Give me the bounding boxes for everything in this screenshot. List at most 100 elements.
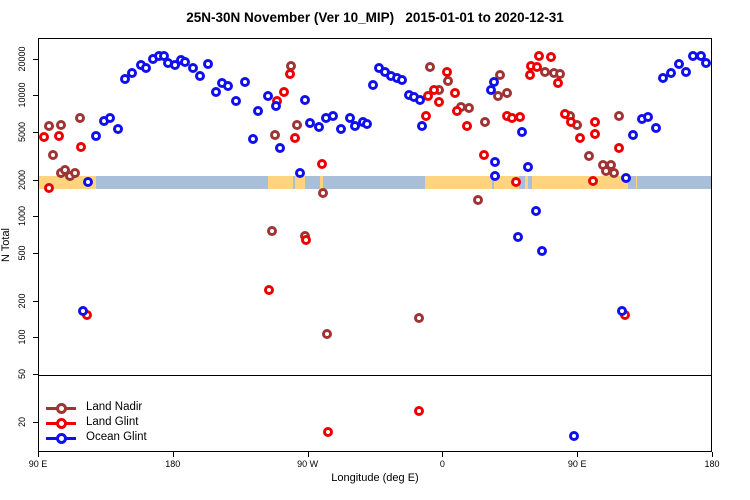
data-point-land-nadir <box>425 61 436 72</box>
data-point-land-glint <box>421 110 432 121</box>
data-point-land-nadir <box>493 90 504 101</box>
data-point-land-glint <box>76 141 87 152</box>
data-point-land-glint <box>462 120 473 131</box>
data-point-ocean-glint <box>513 231 524 242</box>
data-point-land-glint <box>587 176 598 186</box>
data-point-ocean-glint <box>313 122 324 133</box>
data-point-land-glint <box>552 78 563 89</box>
data-point-land-glint <box>525 69 536 80</box>
band-segment-land <box>635 176 637 189</box>
data-point-ocean-glint <box>486 85 497 96</box>
y-tick <box>33 95 38 97</box>
legend-label: Ocean Glint <box>86 431 147 443</box>
chart-title: 25N-30N November (Ver 10_MIP) 2015-01-01… <box>186 10 564 25</box>
data-point-ocean-glint <box>252 105 263 116</box>
x-tick <box>307 452 309 457</box>
data-point-ocean-glint <box>247 133 258 144</box>
data-point-land-glint <box>613 143 624 154</box>
data-point-ocean-glint <box>211 86 222 97</box>
y-tick-label: 20 <box>17 416 27 428</box>
data-point-land-glint <box>429 85 440 96</box>
x-tick <box>712 452 713 457</box>
band-segment-ocean <box>528 176 533 189</box>
data-point-land-glint <box>316 159 327 170</box>
x-tick <box>172 452 174 457</box>
data-point-land-nadir <box>584 150 595 161</box>
data-point-land-glint <box>414 406 425 417</box>
band-segment-ocean <box>305 176 321 189</box>
data-point-land-nadir <box>269 129 280 140</box>
data-point-ocean-glint <box>569 431 580 442</box>
data-point-land-glint <box>263 285 274 296</box>
data-point-ocean-glint <box>665 67 676 78</box>
data-point-land-nadir <box>75 113 86 124</box>
y-tick <box>33 422 38 423</box>
data-point-land-glint <box>54 130 65 141</box>
legend-label: Land Glint <box>86 416 139 428</box>
data-point-ocean-glint <box>489 76 500 87</box>
data-point-ocean-glint <box>490 170 501 181</box>
legend-circle-marker <box>56 403 67 414</box>
data-point-land-glint <box>300 235 311 246</box>
x-tick-label: 0 <box>439 459 445 469</box>
data-point-land-nadir <box>414 312 425 323</box>
y-tick <box>33 180 38 181</box>
data-point-land-nadir <box>480 117 491 128</box>
band-segment-ocean <box>636 176 711 189</box>
data-point-ocean-glint <box>222 81 233 92</box>
data-point-land-nadir <box>473 195 484 206</box>
reference-line-n50 <box>39 374 711 376</box>
data-point-land-glint <box>434 97 445 108</box>
data-point-ocean-glint <box>523 161 534 172</box>
data-point-ocean-glint <box>187 62 198 73</box>
data-point-ocean-glint <box>202 58 213 69</box>
data-point-land-nadir <box>321 329 332 340</box>
data-point-land-glint <box>515 112 526 123</box>
data-point-ocean-glint <box>274 143 285 154</box>
data-point-land-glint <box>423 90 434 101</box>
data-point-land-nadir <box>70 167 81 178</box>
y-tick <box>33 131 38 133</box>
x-tick-label: 180 <box>165 459 181 469</box>
x-tick-label: 90 W <box>297 459 319 469</box>
band-segment-ocean <box>96 176 268 189</box>
data-point-ocean-glint <box>83 176 94 187</box>
data-point-land-nadir <box>495 69 506 80</box>
data-point-ocean-glint <box>695 50 706 61</box>
data-point-ocean-glint <box>335 124 346 135</box>
band-segment-land <box>295 176 306 189</box>
data-point-ocean-glint <box>349 121 360 132</box>
band-segment-land <box>267 176 293 189</box>
data-point-ocean-glint <box>327 110 338 121</box>
band-segment-land <box>425 176 492 189</box>
x-tick-label: 90 E <box>28 459 48 469</box>
data-point-land-glint <box>322 426 333 437</box>
data-point-ocean-glint <box>650 123 661 134</box>
band-segment-land <box>532 176 628 189</box>
data-point-land-glint <box>575 133 586 144</box>
data-point-ocean-glint <box>368 80 378 91</box>
data-point-ocean-glint <box>141 62 152 73</box>
data-point-land-nadir <box>613 110 624 121</box>
y-tick-label: 50 <box>17 368 27 379</box>
data-point-ocean-glint <box>397 74 408 85</box>
band-segment-land <box>320 176 323 189</box>
x-tick <box>577 452 579 457</box>
y-tick <box>33 301 38 302</box>
data-point-land-glint <box>479 149 490 160</box>
data-point-land-glint <box>511 177 522 188</box>
data-point-land-glint <box>44 183 55 194</box>
data-point-land-nadir <box>540 67 551 78</box>
data-point-ocean-glint <box>531 206 542 217</box>
x-tick <box>38 452 39 457</box>
data-point-ocean-glint <box>91 130 102 141</box>
data-point-ocean-glint <box>294 168 305 179</box>
data-point-land-nadir <box>291 120 302 131</box>
data-point-land-nadir <box>317 187 328 198</box>
data-point-land-glint <box>566 117 577 128</box>
y-tick <box>33 216 38 218</box>
data-point-ocean-glint <box>120 74 131 85</box>
data-point-land-nadir <box>44 120 55 131</box>
data-point-land-glint <box>278 86 289 97</box>
